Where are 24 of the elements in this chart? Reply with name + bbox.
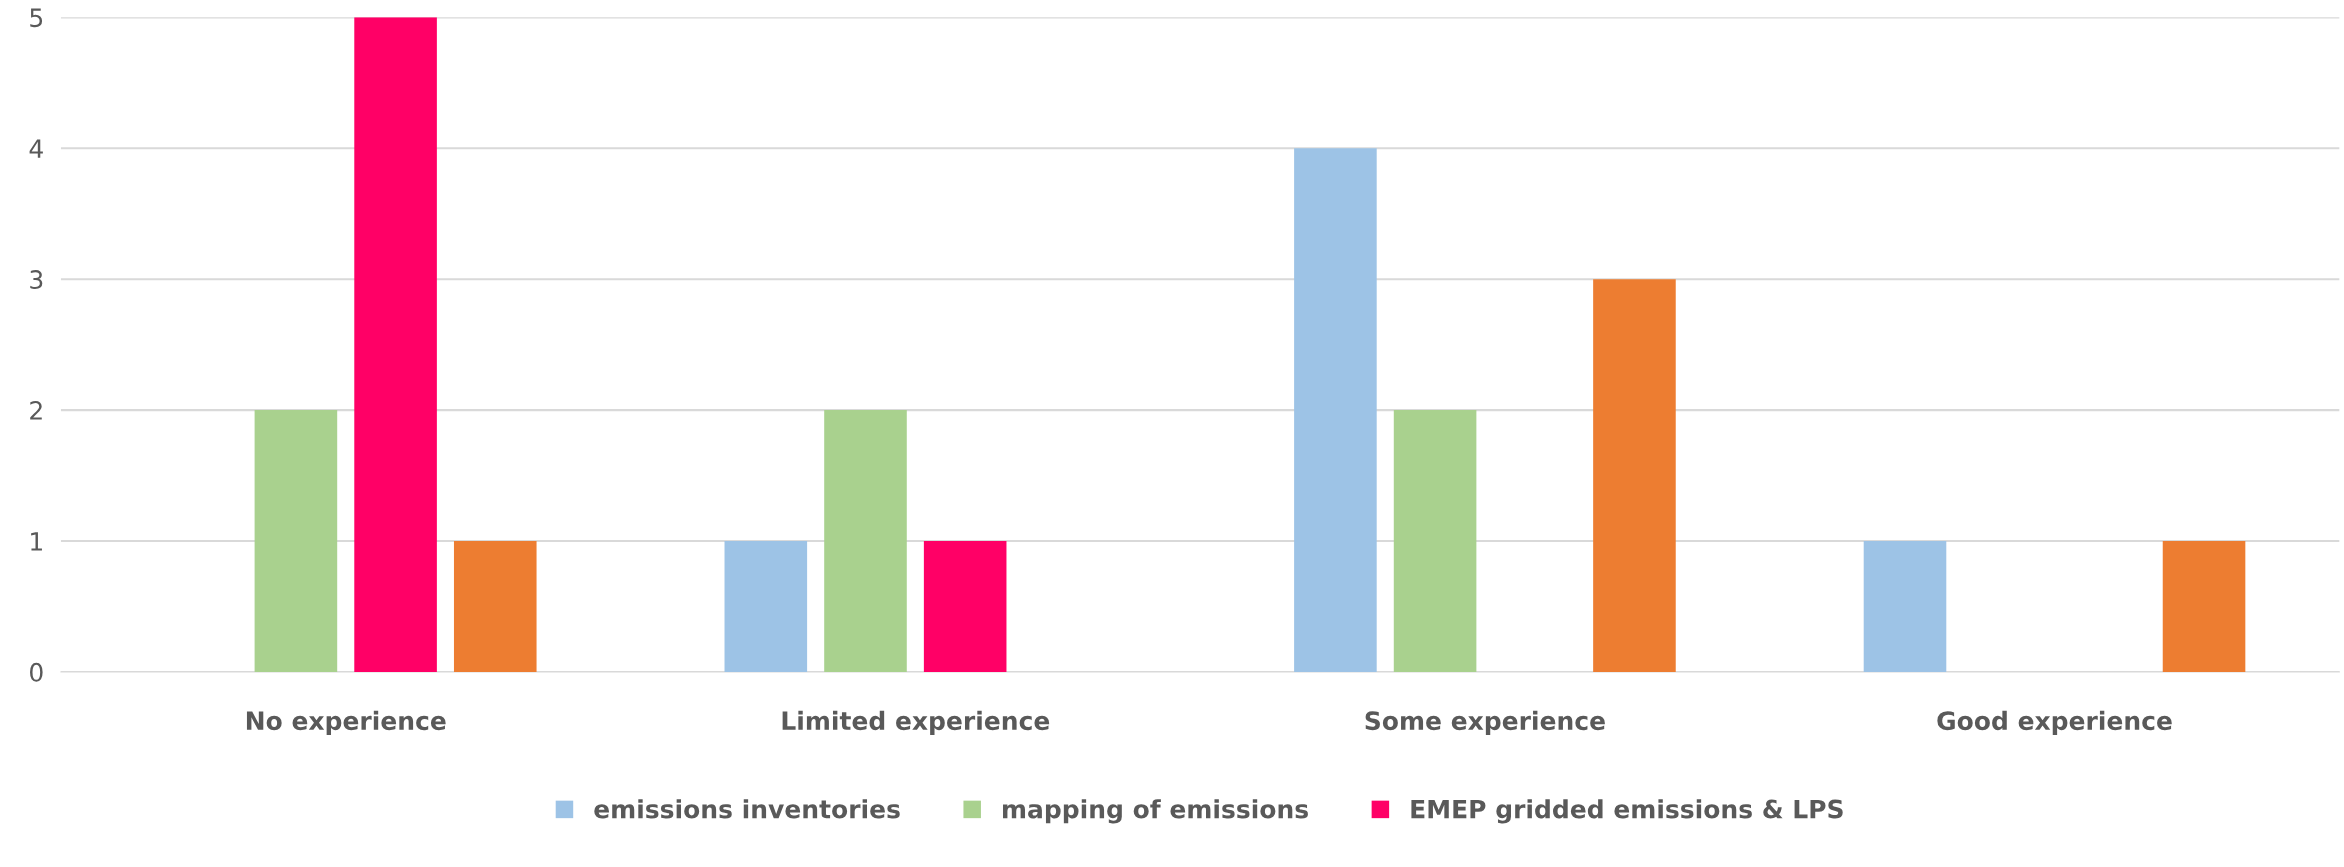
x-tick-label: Good experience	[1937, 710, 2172, 736]
x-tick-label: Limited experience	[782, 710, 1050, 736]
x-tick-label: No experience	[246, 710, 446, 736]
x-tick-label: Some experience	[1365, 710, 1605, 736]
legend-label: mapping of emissions	[1003, 799, 1308, 824]
y-tick-label: 2	[30, 401, 42, 420]
bar	[923, 541, 1007, 672]
bar	[1593, 279, 1676, 672]
legend-label: EMEP gridded emissions & LPS	[1411, 799, 1843, 824]
bar	[1294, 148, 1377, 672]
y-tick-label: 5	[30, 8, 43, 28]
y-tick-label: 3	[30, 270, 43, 290]
bar	[2162, 541, 2246, 672]
bar	[254, 410, 338, 672]
bar	[1863, 541, 1947, 672]
bar	[824, 410, 907, 672]
y-tick-label: 0	[30, 662, 43, 682]
bar	[453, 541, 537, 672]
y-tick-label: 1	[31, 532, 42, 551]
bar	[1393, 410, 1477, 672]
y-tick-label: 4	[29, 139, 43, 158]
bar	[724, 541, 808, 672]
bar	[354, 17, 437, 672]
legend-label: emissions inventories	[594, 799, 900, 819]
